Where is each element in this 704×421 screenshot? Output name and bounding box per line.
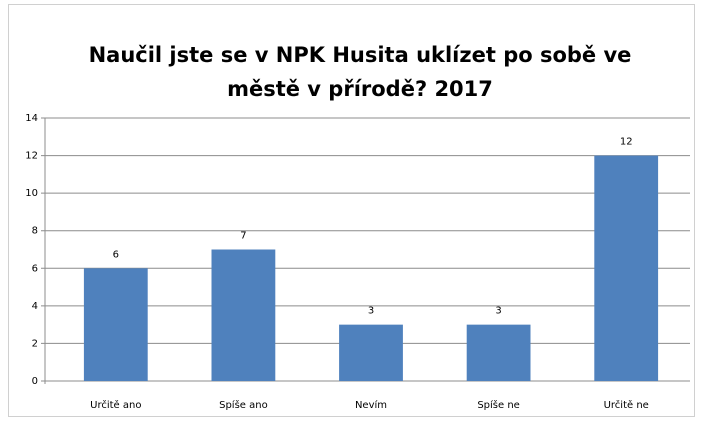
data-label: 7 xyxy=(240,231,246,242)
bar xyxy=(594,155,659,381)
chart-title: Naučil jste se v NPK Husita uklízet po s… xyxy=(88,43,632,101)
x-tick-label: Určitě ne xyxy=(604,399,649,411)
bar xyxy=(83,268,148,381)
bar xyxy=(466,324,531,381)
y-tick-label: 8 xyxy=(32,226,38,237)
x-tick-label: Spíše ne xyxy=(477,399,520,411)
x-tick-label: Nevím xyxy=(355,399,387,411)
y-tick-label: 4 xyxy=(32,301,38,312)
data-label: 3 xyxy=(495,306,501,317)
x-tick-label: Určitě ano xyxy=(90,399,141,411)
data-label: 3 xyxy=(368,306,374,317)
y-tick-label: 10 xyxy=(25,188,38,199)
data-label: 6 xyxy=(113,249,119,260)
x-tick-label: Spíše ano xyxy=(219,399,268,411)
y-tick-label: 6 xyxy=(32,263,38,274)
chart-frame xyxy=(8,4,695,417)
bar xyxy=(339,324,403,381)
y-tick-label: 14 xyxy=(25,113,38,124)
data-label: 12 xyxy=(620,137,633,148)
bar xyxy=(211,249,276,381)
y-tick-label: 2 xyxy=(32,338,38,349)
y-tick-label: 0 xyxy=(32,376,38,387)
y-tick-label: 12 xyxy=(25,151,38,162)
